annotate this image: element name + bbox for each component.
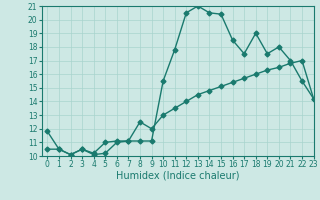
X-axis label: Humidex (Indice chaleur): Humidex (Indice chaleur) xyxy=(116,171,239,181)
